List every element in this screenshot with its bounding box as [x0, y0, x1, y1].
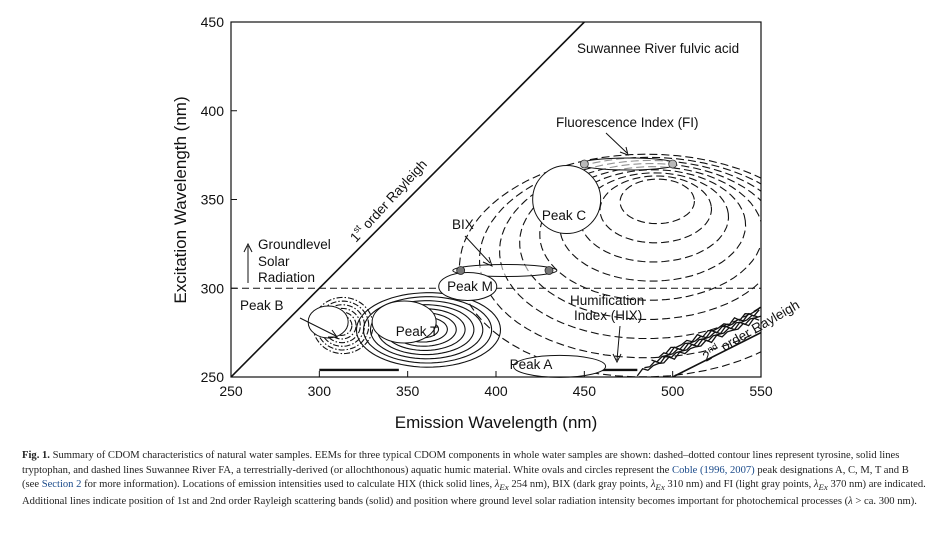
rayleigh-1st-line: [231, 22, 585, 377]
fi-arrow: [605, 132, 628, 154]
solar-label-line2: Solar: [258, 254, 290, 269]
axis-ticks: 250 300 350 400 450 500 550 250 300 350 400 450: [201, 14, 773, 399]
bix-arrowhead-icon: [482, 256, 493, 267]
solar-label-line3: Radiation: [258, 270, 315, 285]
bix-point: [544, 266, 554, 275]
fi-arrowhead-icon: [619, 146, 629, 156]
x-tick-label: 350: [396, 383, 420, 399]
y-tick-label: 300: [201, 280, 225, 296]
y-tick-label: 400: [201, 103, 225, 119]
srfa-contour: [478, 156, 761, 359]
hix-arrow: [616, 325, 621, 361]
y-tick-label: 350: [201, 192, 225, 208]
tryptophan-contour: [362, 296, 493, 364]
srfa-contour: [559, 169, 747, 282]
peak-t-ellipse: [371, 300, 437, 344]
tyrosine-contour: [312, 296, 374, 355]
peak-markers: [307, 157, 678, 378]
fi-point: [668, 159, 678, 169]
x-tick-label: 400: [484, 383, 508, 399]
y-tick-label: 450: [201, 14, 225, 30]
hix-label-line2: Index (HIX): [574, 308, 642, 323]
srfa-contour: [519, 162, 761, 320]
srfa-contour: [619, 178, 695, 225]
tyrosine-contour: [319, 304, 366, 347]
srfa-contour: [458, 153, 761, 377]
srfa-contour: [579, 172, 730, 263]
peak-c-label: Peak C: [542, 208, 587, 223]
rayleigh1-label: 1st order Rayleigh: [346, 155, 430, 245]
peak-b-arrowhead-icon: [328, 329, 338, 338]
peak-t-label: Peak T: [396, 324, 439, 339]
peak-m-label: Peak M: [447, 279, 493, 294]
caption-ref-coble[interactable]: Coble (1996, 2007): [672, 464, 755, 476]
caption-ex-sub-1: Ex: [499, 482, 509, 493]
peak-m-ellipse: [438, 271, 498, 301]
caption-text-1: Summary of CDOM characteristics of natur…: [22, 450, 900, 476]
x-tick-label: 450: [573, 383, 597, 399]
x-tick-label: 500: [661, 383, 685, 399]
x-tick-label: 250: [219, 383, 243, 399]
y-axis-label: Excitation Wavelength (nm): [171, 96, 190, 303]
tryptophan-contour: [369, 300, 484, 360]
caption-lambda-4: λ: [848, 495, 853, 507]
fi-ellipse: [580, 157, 677, 171]
fi-label: Fluorescence Index (FI): [556, 115, 699, 130]
tyrosine-contour: [315, 300, 370, 351]
srfa-contour: [599, 175, 713, 244]
rayleigh-2nd-scatter: [636, 317, 760, 377]
tyrosine-contour: [323, 307, 361, 344]
caption-lambda-3: λ: [813, 479, 819, 491]
caption-label: Fig. 1.: [22, 450, 50, 461]
hix-label-line1: Humification: [570, 293, 644, 308]
solar-label-line1: Groundlevel: [258, 237, 331, 252]
solar-arrowhead-icon: [243, 242, 253, 253]
y-tick-label: 250: [201, 369, 225, 385]
figure-caption: Fig. 1. Summary of CDOM characteristics …: [22, 449, 926, 509]
bix-point: [456, 266, 466, 275]
caption-ex-sub-2: Ex: [655, 482, 665, 493]
caption-text-3: for more information). Locations of emis…: [81, 479, 495, 491]
x-tick-label: 300: [308, 383, 332, 399]
srfa-label: Suwannee River fulvic acid: [577, 41, 739, 56]
hix-arrowhead-icon: [612, 353, 622, 364]
x-tick-label: 550: [749, 383, 773, 399]
annotation-arrows: [243, 132, 629, 364]
x-axis-label: Emission Wavelength (nm): [395, 413, 598, 432]
rayleigh-2nd-line: [672, 331, 761, 377]
caption-ref-section[interactable]: Section 2: [41, 479, 82, 491]
eem-figure: 250 300 350 400 450 500 550 250 300 350 400 450 Emi…: [171, 14, 802, 432]
bix-arrow: [464, 235, 491, 264]
bix-label: BIX: [452, 217, 474, 232]
caption-text-2: peak designations A, C, M, T and B (see: [22, 464, 909, 491]
caption-lambda-2: λ: [650, 479, 656, 491]
caption-lambda-1: λ: [494, 479, 500, 491]
peak-c-circle: [532, 165, 602, 234]
srfa-contour: [539, 166, 761, 301]
peak-b-arrow: [299, 317, 337, 337]
caption-text-7: > ca. 300 nm).: [852, 495, 917, 507]
caption-text-4: 254 nm), BIX (dark gray points,: [508, 479, 651, 491]
caption-ex-sub-3: Ex: [818, 482, 828, 493]
fi-point: [579, 159, 589, 169]
peak-b-label: Peak B: [240, 298, 284, 313]
peak-a-label: Peak A: [510, 357, 553, 372]
rayleigh-2nd-scatter: [665, 306, 761, 355]
caption-text-6: 370 nm) are indicated. Additional lines …: [22, 479, 926, 507]
peak-b-ellipse: [307, 305, 349, 339]
caption-text-5: 310 nm) and FI (light gray points,: [664, 479, 814, 491]
